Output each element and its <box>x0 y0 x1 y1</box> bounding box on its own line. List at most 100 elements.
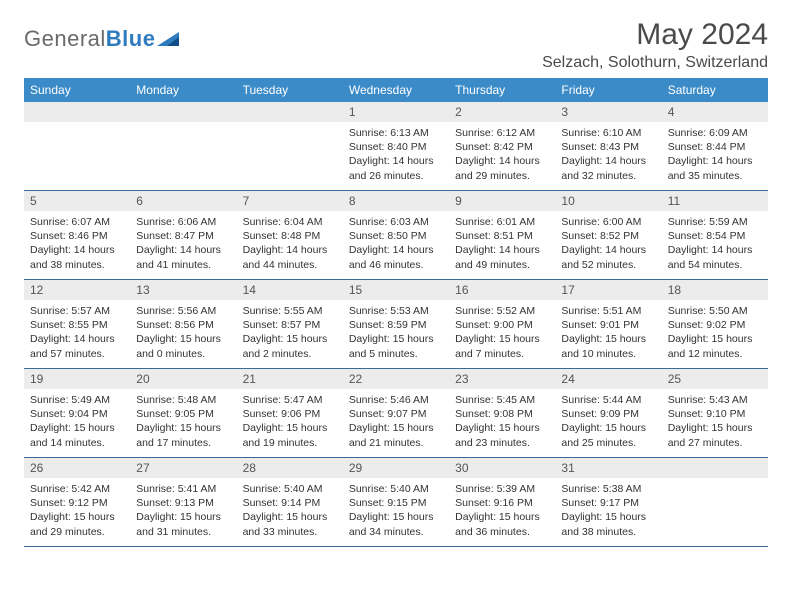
day-number: 31 <box>555 458 661 478</box>
week-row: 19Sunrise: 5:49 AMSunset: 9:04 PMDayligh… <box>24 369 768 458</box>
daylight-text: Daylight: 14 hours and 41 minutes. <box>136 243 230 271</box>
day-number: 1 <box>343 102 449 122</box>
day-cell: 11Sunrise: 5:59 AMSunset: 8:54 PMDayligh… <box>662 191 768 279</box>
day-cell: 3Sunrise: 6:10 AMSunset: 8:43 PMDaylight… <box>555 102 661 190</box>
sunset-text: Sunset: 9:15 PM <box>349 496 443 510</box>
day-cell: 23Sunrise: 5:45 AMSunset: 9:08 PMDayligh… <box>449 369 555 457</box>
day-number: 21 <box>237 369 343 389</box>
sunset-text: Sunset: 8:43 PM <box>561 140 655 154</box>
sunrise-text: Sunrise: 5:41 AM <box>136 482 230 496</box>
day-cell: 5 Sunrise: 6:07 AMSunset: 8:46 PMDaylight… <box>24 191 130 279</box>
day-cell: 4Sunrise: 6:09 AMSunset: 8:44 PMDaylight… <box>662 102 768 190</box>
sunset-text: Sunset: 9:09 PM <box>561 407 655 421</box>
daylight-text: Daylight: 14 hours and 38 minutes. <box>30 243 124 271</box>
sunrise-text: Sunrise: 5:57 AM <box>30 304 124 318</box>
sunset-text: Sunset: 8:47 PM <box>136 229 230 243</box>
day-cell: 15Sunrise: 5:53 AMSunset: 8:59 PMDayligh… <box>343 280 449 368</box>
day-body: Sunrise: 6:09 AMSunset: 8:44 PMDaylight:… <box>662 122 768 189</box>
sunrise-text: Sunrise: 6:13 AM <box>349 126 443 140</box>
daylight-text: Daylight: 15 hours and 36 minutes. <box>455 510 549 538</box>
day-body: Sunrise: 5:38 AMSunset: 9:17 PMDaylight:… <box>555 478 661 545</box>
sunset-text: Sunset: 9:02 PM <box>668 318 762 332</box>
day-number: 16 <box>449 280 555 300</box>
day-body <box>130 122 236 182</box>
sunset-text: Sunset: 8:54 PM <box>668 229 762 243</box>
day-number <box>237 102 343 122</box>
day-body <box>24 122 130 182</box>
daylight-text: Daylight: 15 hours and 27 minutes. <box>668 421 762 449</box>
day-body: Sunrise: 5:44 AMSunset: 9:09 PMDaylight:… <box>555 389 661 456</box>
daylight-text: Daylight: 15 hours and 31 minutes. <box>136 510 230 538</box>
sunrise-text: Sunrise: 6:07 AM <box>30 215 124 229</box>
daylight-text: Daylight: 14 hours and 49 minutes. <box>455 243 549 271</box>
sunrise-text: Sunrise: 5:52 AM <box>455 304 549 318</box>
day-body: Sunrise: 5:39 AMSunset: 9:16 PMDaylight:… <box>449 478 555 545</box>
day-number: 29 <box>343 458 449 478</box>
day-cell: 1Sunrise: 6:13 AMSunset: 8:40 PMDaylight… <box>343 102 449 190</box>
dayname: Wednesday <box>343 78 449 102</box>
sunrise-text: Sunrise: 6:04 AM <box>243 215 337 229</box>
sunset-text: Sunset: 9:10 PM <box>668 407 762 421</box>
dayname: Sunday <box>24 78 130 102</box>
daylight-text: Daylight: 15 hours and 7 minutes. <box>455 332 549 360</box>
sunrise-text: Sunrise: 5:42 AM <box>30 482 124 496</box>
day-cell: 6 Sunrise: 6:06 AMSunset: 8:47 PMDaylight… <box>130 191 236 279</box>
daylight-text: Daylight: 15 hours and 38 minutes. <box>561 510 655 538</box>
sunset-text: Sunset: 8:56 PM <box>136 318 230 332</box>
daylight-text: Daylight: 14 hours and 32 minutes. <box>561 154 655 182</box>
sunrise-text: Sunrise: 6:12 AM <box>455 126 549 140</box>
week-row: 5Sunrise: 6:07 AMSunset: 8:46 PMDaylight… <box>24 191 768 280</box>
day-number: 10 <box>555 191 661 211</box>
day-number: 14 <box>237 280 343 300</box>
day-body: Sunrise: 5:50 AMSunset: 9:02 PMDaylight:… <box>662 300 768 367</box>
sunrise-text: Sunrise: 6:10 AM <box>561 126 655 140</box>
daylight-text: Daylight: 14 hours and 52 minutes. <box>561 243 655 271</box>
day-body: Sunrise: 5:46 AMSunset: 9:07 PMDaylight:… <box>343 389 449 456</box>
sunrise-text: Sunrise: 5:39 AM <box>455 482 549 496</box>
daylight-text: Daylight: 15 hours and 10 minutes. <box>561 332 655 360</box>
day-number: 6 <box>130 191 236 211</box>
daylight-text: Daylight: 15 hours and 25 minutes. <box>561 421 655 449</box>
daylight-text: Daylight: 14 hours and 29 minutes. <box>455 154 549 182</box>
sunrise-text: Sunrise: 6:01 AM <box>455 215 549 229</box>
brand-part1: General <box>24 26 106 51</box>
day-cell: 19Sunrise: 5:49 AMSunset: 9:04 PMDayligh… <box>24 369 130 457</box>
day-cell: 27Sunrise: 5:41 AMSunset: 9:13 PMDayligh… <box>130 458 236 546</box>
header: GeneralBlue May 2024 Selzach, Solothurn,… <box>24 18 768 72</box>
sunrise-text: Sunrise: 5:46 AM <box>349 393 443 407</box>
sunset-text: Sunset: 8:59 PM <box>349 318 443 332</box>
day-cell: 30Sunrise: 5:39 AMSunset: 9:16 PMDayligh… <box>449 458 555 546</box>
day-cell: 20Sunrise: 5:48 AMSunset: 9:05 PMDayligh… <box>130 369 236 457</box>
day-body: Sunrise: 5:47 AMSunset: 9:06 PMDaylight:… <box>237 389 343 456</box>
day-cell: 18Sunrise: 5:50 AMSunset: 9:02 PMDayligh… <box>662 280 768 368</box>
day-cell: 26Sunrise: 5:42 AMSunset: 9:12 PMDayligh… <box>24 458 130 546</box>
sunrise-text: Sunrise: 6:09 AM <box>668 126 762 140</box>
day-number <box>24 102 130 122</box>
sunset-text: Sunset: 9:16 PM <box>455 496 549 510</box>
day-number: 26 <box>24 458 130 478</box>
day-number <box>662 458 768 478</box>
day-number: 5 <box>24 191 130 211</box>
day-number: 20 <box>130 369 236 389</box>
sunrise-text: Sunrise: 5:45 AM <box>455 393 549 407</box>
sunrise-text: Sunrise: 5:59 AM <box>668 215 762 229</box>
dayname: Friday <box>555 78 661 102</box>
day-cell: 28Sunrise: 5:40 AMSunset: 9:14 PMDayligh… <box>237 458 343 546</box>
sunset-text: Sunset: 8:40 PM <box>349 140 443 154</box>
day-body: Sunrise: 5:53 AMSunset: 8:59 PMDaylight:… <box>343 300 449 367</box>
day-cell: 24Sunrise: 5:44 AMSunset: 9:09 PMDayligh… <box>555 369 661 457</box>
sunset-text: Sunset: 8:46 PM <box>30 229 124 243</box>
day-body: Sunrise: 5:51 AMSunset: 9:01 PMDaylight:… <box>555 300 661 367</box>
day-number: 2 <box>449 102 555 122</box>
dayname: Saturday <box>662 78 768 102</box>
sunrise-text: Sunrise: 6:06 AM <box>136 215 230 229</box>
sunrise-text: Sunrise: 5:38 AM <box>561 482 655 496</box>
day-body: Sunrise: 5:49 AMSunset: 9:04 PMDaylight:… <box>24 389 130 456</box>
day-cell: 22Sunrise: 5:46 AMSunset: 9:07 PMDayligh… <box>343 369 449 457</box>
sunrise-text: Sunrise: 5:56 AM <box>136 304 230 318</box>
day-number: 13 <box>130 280 236 300</box>
sunrise-text: Sunrise: 6:03 AM <box>349 215 443 229</box>
daylight-text: Daylight: 14 hours and 35 minutes. <box>668 154 762 182</box>
sunrise-text: Sunrise: 5:49 AM <box>30 393 124 407</box>
sunset-text: Sunset: 9:04 PM <box>30 407 124 421</box>
